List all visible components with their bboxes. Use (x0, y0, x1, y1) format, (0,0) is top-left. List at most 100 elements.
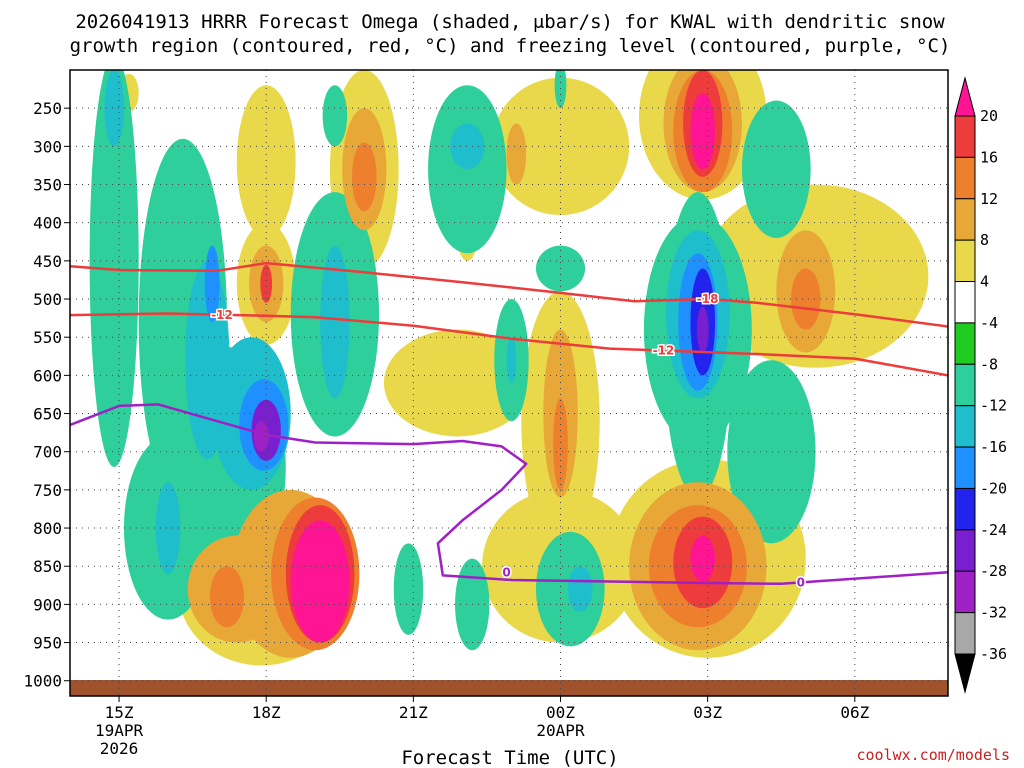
y-tick-label-800: 800 (33, 519, 62, 538)
y-tick-label-300: 300 (33, 137, 62, 156)
temperature-contours (70, 261, 948, 586)
y-tick-label-400: 400 (33, 214, 62, 233)
omega-cell-32 (741, 100, 811, 238)
omega-shading (89, 70, 929, 666)
x-tick-year-15Z: 2026 (100, 739, 139, 758)
x-tick-date-00Z: 20APR (536, 721, 585, 740)
omega-cell-48 (553, 398, 568, 490)
omega-cell-66 (290, 520, 350, 643)
colorbar-swatch-2 (954, 198, 976, 241)
contour-labels: -12 -12 -18 0 0 (210, 291, 807, 591)
colorbar-swatch-8 (954, 446, 976, 489)
y-tick-label-650: 650 (33, 405, 62, 424)
y-tick-label-250: 250 (33, 99, 62, 118)
omega-cell-49 (567, 566, 593, 613)
omega-cell-40 (104, 70, 124, 147)
colorbar-label-3: 8 (980, 231, 989, 249)
omega-cell-7 (383, 329, 532, 437)
contour-label-freezing-1: 0 (797, 575, 805, 589)
x-tick-label-18Z: 18Z (252, 703, 281, 722)
colorbar-label-5: -4 (980, 314, 998, 332)
omega-cell-47 (506, 337, 517, 383)
colorbar-swatch-6 (954, 363, 976, 407)
omega-cell-69 (253, 421, 269, 452)
omega-cell-68 (696, 306, 709, 353)
y-tick-label-600: 600 (33, 366, 62, 385)
x-tick-label-03Z: 03Z (693, 703, 722, 722)
y-tick-label-950: 950 (33, 634, 62, 653)
omega-cell-63 (690, 92, 716, 170)
colorbar-label-13: -36 (980, 645, 1007, 663)
colorbar-label-9: -20 (980, 479, 1007, 497)
y-tick-label-750: 750 (33, 481, 62, 500)
omega-cell-19 (322, 85, 348, 147)
colorbar-label-6: -8 (980, 355, 998, 373)
colorbar-swatch-7 (954, 405, 976, 448)
contour-label-dgz-1-0: -18 (697, 292, 719, 306)
omega-cell-56 (204, 245, 220, 322)
omega-cell-65 (690, 535, 716, 582)
colorbar-label-12: -32 (980, 604, 1007, 622)
omega-cell-51 (791, 268, 821, 330)
x-tick-label-06Z: 06Z (840, 703, 869, 722)
colorbar-label-4: 4 (980, 273, 989, 291)
omega-cell-36 (727, 360, 816, 544)
chart-title-line-2: growth region (contoured, red, °C) and f… (70, 35, 951, 57)
x-tick-label-15Z: 15Z (105, 703, 134, 722)
y-tick-label-350: 350 (33, 176, 62, 195)
plot-frame (69, 69, 949, 697)
omega-cell-30 (393, 543, 424, 635)
contour-label-freezing-0: 0 (502, 565, 510, 579)
colorbar-bottom-arrow (954, 653, 976, 694)
y-tick-label-450: 450 (33, 252, 62, 271)
ground-surface (70, 680, 948, 696)
colorbar-label-1: 16 (980, 148, 998, 166)
colorbar-label-11: -28 (980, 562, 1007, 580)
contour-label-dgz-0-1: -12 (653, 344, 675, 358)
omega-cell-46 (450, 123, 485, 170)
colorbar-swatch-5 (954, 322, 976, 365)
contour-dgz-0 (70, 312, 948, 377)
colorbar-swatch-3 (954, 239, 976, 283)
colorbar-label-0: 20 (980, 107, 998, 125)
contour-dgz-1 (70, 261, 948, 328)
pressure-axis: 250 300 350 400 450 500 550 600 650 700 750 800 850 9… (23, 99, 70, 691)
omega-colorbar: 20 16 12 8 4 -4 -8 -12 -16 -20 -24 -28 -32 -36 (954, 76, 1007, 694)
x-tick-label-00Z: 00Z (546, 703, 575, 722)
omega-cell-55 (209, 566, 245, 628)
colorbar-swatch-0 (954, 115, 976, 158)
colorbar-label-2: 12 (980, 190, 998, 208)
omega-cell-24 (554, 70, 567, 109)
colorbar-swatch-1 (954, 156, 976, 200)
y-tick-label-500: 500 (33, 290, 62, 309)
y-tick-label-900: 900 (33, 595, 62, 614)
contour-freezing (70, 403, 948, 586)
x-tick-date-15Z: 19APR (95, 721, 144, 740)
colorbar-swatch-11 (954, 570, 976, 614)
y-tick-label-1000: 1000 (23, 672, 62, 691)
site-credit: coolwx.com/models (856, 746, 1010, 764)
y-tick-label-850: 850 (33, 557, 62, 576)
omega-cell-5 (491, 77, 630, 216)
y-tick-label-700: 700 (33, 443, 62, 462)
omega-cell-23 (506, 123, 527, 185)
omega-cell-42 (155, 482, 181, 574)
colorbar-swatch-10 (954, 529, 976, 572)
omega-cell-58 (260, 264, 273, 303)
x-tick-label-21Z: 21Z (399, 703, 428, 722)
colorbar-swatch-4 (954, 281, 976, 324)
colorbar-top-arrow (954, 76, 976, 117)
omega-cell-44 (320, 245, 350, 399)
colorbar-swatch-9 (954, 487, 976, 531)
colorbar-label-7: -12 (980, 397, 1007, 415)
colorbar-label-8: -16 (980, 438, 1007, 456)
x-axis-label: Forecast Time (UTC) (401, 747, 618, 768)
colorbar-label-10: -24 (980, 521, 1007, 539)
chart-title-line-1: 2026041913 HRRR Forecast Omega (shaded, … (75, 11, 945, 33)
omega-cell-45 (352, 142, 377, 212)
omega-cell-2 (236, 85, 296, 238)
contour-label-dgz-0-0: -12 (211, 308, 233, 322)
y-tick-label-550: 550 (33, 328, 62, 347)
